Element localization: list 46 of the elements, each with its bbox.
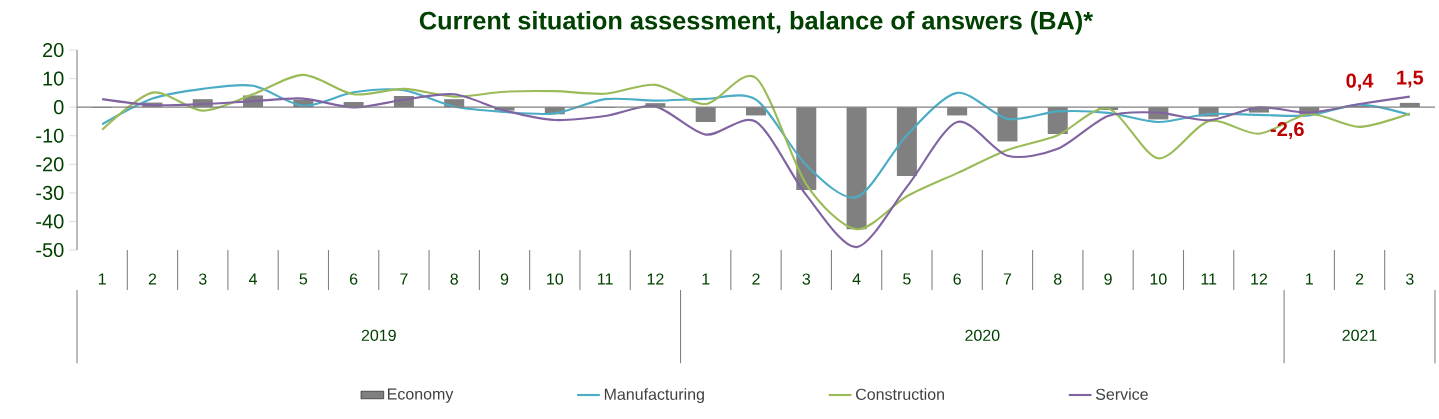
x-tick-label: 3 [802, 273, 811, 285]
x-tick-label: 4 [852, 273, 861, 285]
x-tick-label: 5 [299, 273, 308, 285]
data-label: -2,6 [1270, 121, 1304, 140]
legend-label: Service [1095, 388, 1148, 400]
x-tick-label: 8 [1054, 273, 1062, 285]
y-tick-label: -50 [36, 242, 64, 258]
x-tick-label: 1 [702, 273, 710, 285]
x-tick-label: 3 [1405, 273, 1414, 285]
y-tick-label: -10 [36, 128, 64, 143]
x-tick-label: 10 [1150, 273, 1167, 285]
x-tick-label: 1 [98, 273, 106, 285]
x-tick-label: 1 [1306, 273, 1313, 285]
text: 2019 [361, 329, 396, 341]
x-tick-label: 12 [1251, 273, 1268, 285]
x-tick-label: 2 [148, 273, 157, 285]
x-tick-label: 4 [248, 273, 258, 285]
chart-title: Current situation assessment, balance of answers (BA)* [419, 11, 1094, 35]
y-tick-label: 0 [53, 100, 64, 115]
x-tick-label: 11 [598, 273, 613, 285]
x-tick-label: 2 [1355, 273, 1364, 285]
y-tick-label: -20 [36, 157, 64, 172]
x-tick-label: 3 [198, 273, 207, 285]
data-label: 1,5 [1397, 70, 1424, 88]
x-tick-label: 5 [903, 273, 911, 285]
text: 2020 [965, 329, 1000, 341]
legend-label: Economy [387, 388, 454, 403]
y-tick-label: 20 [43, 42, 64, 58]
x-tick-label: 11 [1201, 273, 1217, 285]
x-tick-label: 9 [1104, 273, 1112, 285]
x-tick-label: 9 [500, 273, 509, 285]
data-label: 0,4 [1346, 73, 1374, 91]
x-tick-label: 2 [752, 273, 760, 285]
x-tick-label: 7 [1003, 273, 1012, 285]
y-tick-label: 10 [43, 71, 64, 86]
y-tick-label: -40 [36, 214, 64, 229]
y-tick-label: -30 [36, 185, 64, 200]
x-tick-label: 7 [400, 273, 408, 285]
x-tick-label: 6 [953, 273, 961, 285]
text: 2021 [1342, 329, 1377, 341]
legend-label: Construction [856, 388, 944, 400]
legend-label: Manufacturing [604, 388, 704, 404]
x-tick-label: 6 [350, 273, 358, 285]
x-tick-label: 12 [647, 273, 664, 285]
x-tick-label: 8 [450, 273, 458, 285]
x-tick-label: 10 [547, 273, 564, 285]
